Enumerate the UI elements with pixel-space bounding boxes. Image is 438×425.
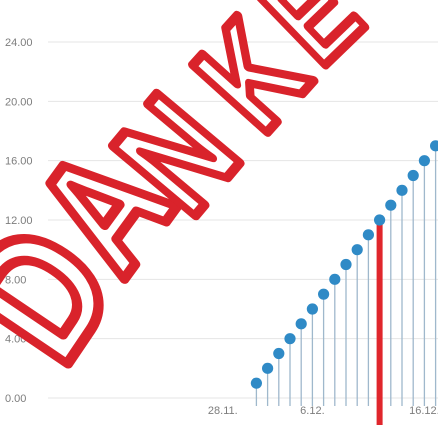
danke-overlay: D A N K E <box>0 0 393 399</box>
data-point <box>329 273 341 285</box>
y-tick-label: 16.00 <box>5 156 33 168</box>
data-point <box>262 362 274 374</box>
y-tick-label: 0.00 <box>5 393 26 405</box>
data-point <box>407 169 419 182</box>
data-point <box>351 244 363 256</box>
data-point <box>284 333 296 345</box>
data-point <box>418 155 430 167</box>
y-axis-ticks: 0.00 4.00 8.00 12.00 16.00 20.00 24.00 <box>5 37 33 405</box>
data-point <box>430 140 438 152</box>
y-tick-label: 20.00 <box>5 96 33 108</box>
data-point <box>396 184 408 196</box>
y-tick-label: 24.00 <box>5 37 33 49</box>
y-tick-label: 4.00 <box>5 334 26 346</box>
data-point <box>273 347 285 360</box>
x-tick-label: 6.12. <box>300 405 324 417</box>
highlight-lines <box>376 220 383 425</box>
data-point <box>374 214 386 226</box>
x-tick-label: 16.12. <box>409 405 438 417</box>
data-point <box>306 303 318 315</box>
data-point <box>385 199 397 211</box>
x-tick-label: 28.11. <box>208 405 238 417</box>
data-point <box>340 258 352 271</box>
data-point <box>362 229 374 241</box>
data-point <box>318 288 330 300</box>
data-points <box>250 140 438 389</box>
y-tick-label: 8.00 <box>5 274 26 286</box>
grid-lines <box>48 41 438 399</box>
x-axis-ticks: 28.11. 6.12. 16.12. <box>208 405 438 417</box>
y-tick-label: 12.00 <box>5 215 33 227</box>
data-point <box>250 377 262 389</box>
data-point <box>295 318 307 330</box>
